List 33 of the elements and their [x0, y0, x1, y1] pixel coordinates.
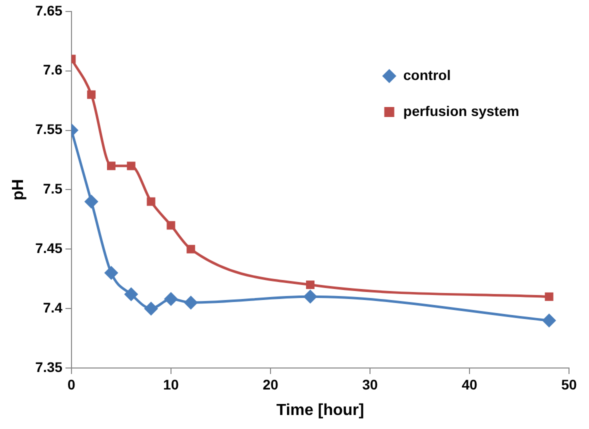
point [104, 266, 118, 280]
y-tick-label: 7.35 [35, 358, 63, 375]
point [87, 90, 96, 99]
x-axis-title: Time [hour] [276, 402, 364, 419]
x-tick-label: 40 [462, 376, 478, 392]
x-tick-label: 10 [163, 376, 179, 392]
y-axis-title: pH [10, 179, 28, 200]
point [124, 287, 138, 302]
x-tick-label: 0 [68, 376, 76, 392]
point [186, 244, 196, 254]
y-tick-label: 7.55 [35, 121, 63, 138]
point [184, 296, 198, 310]
point [303, 290, 318, 304]
point [107, 162, 116, 170]
y-tick-label: 7.4 [42, 299, 63, 316]
point [126, 162, 136, 170]
point [306, 280, 315, 290]
y-tick-label: 7.6 [42, 62, 63, 78]
point [164, 292, 178, 306]
x-tick-label: 50 [561, 376, 577, 392]
x-tick-label: 20 [262, 376, 278, 392]
x-tick-label: 30 [362, 376, 378, 392]
legend-label: perfusion system [403, 102, 520, 119]
point [146, 197, 156, 206]
point [144, 302, 158, 316]
point [544, 292, 554, 301]
point [542, 313, 556, 328]
y-tick-label: 7.5 [42, 180, 63, 197]
point [84, 194, 98, 209]
y-tick-label: 7.45 [35, 240, 63, 256]
legend-label: control [403, 66, 451, 83]
y-tick-label: 7.65 [35, 2, 63, 18]
point [166, 221, 176, 230]
